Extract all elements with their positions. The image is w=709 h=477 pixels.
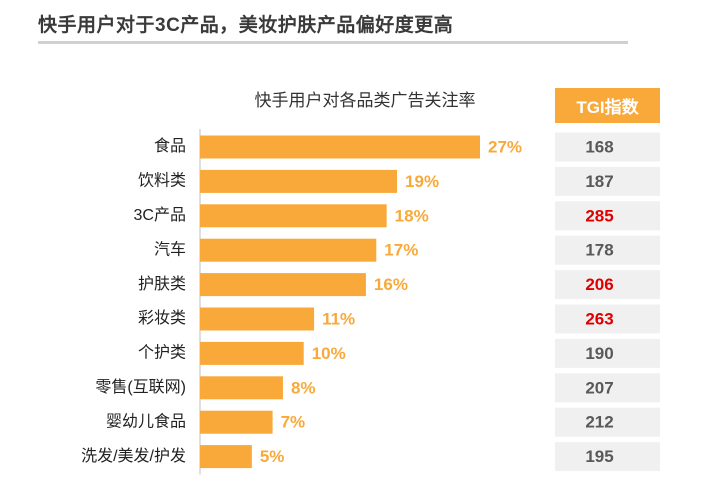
category-label: 彩妆类 [138,309,186,327]
page-headline: 快手用户对于3C产品，美妆护肤产品偏好度更高 [38,15,454,36]
headline-divider [38,41,628,44]
tgi-cell-background [555,235,660,265]
bar [200,273,366,297]
bar [200,238,377,262]
bar [200,376,283,400]
bar-value-label: 10% [312,344,346,363]
tgi-cell-background [555,373,660,403]
bar-value-label: 7% [281,413,306,432]
tgi-column-header: TGI指数 [555,88,660,123]
tgi-value: 285 [585,206,613,225]
bar-value-label: 17% [384,241,418,260]
bar-value-label: 18% [395,206,429,225]
tgi-value: 190 [585,344,613,363]
category-label: 护肤类 [138,275,186,293]
category-label: 零售(互联网) [95,378,186,396]
tgi-cell-background [555,442,660,472]
tgi-cell-background [555,338,660,368]
bar-value-label: 11% [322,309,355,328]
bar [200,169,398,193]
bar [200,307,315,331]
category-label: 3C产品 [134,206,186,224]
tgi-value: 168 [585,137,613,156]
tgi-value: 212 [585,413,613,432]
tgi-cell-background [555,201,660,231]
tgi-value: 206 [585,275,613,294]
chart-title: 快手用户对各品类广告关注率 [254,91,476,110]
bar [200,445,252,469]
tgi-cell-background [555,270,660,300]
tgi-value: 178 [585,241,613,260]
bar [200,341,304,365]
tgi-value: 207 [585,378,613,397]
category-label: 饮料类 [138,172,186,190]
tgi-value: 195 [585,447,613,466]
tgi-cell-background [555,304,660,334]
bar-value-label: 19% [405,172,439,191]
bar-value-label: 27% [488,137,522,156]
bar-value-label: 5% [260,447,285,466]
bar [200,135,480,159]
bar-series: 27% 19% 18% 17% 16% 11% 10% 8% 7% 5% [200,135,522,469]
bar [200,204,387,228]
category-label: 个护类 [138,344,186,362]
tgi-column: 168 187 285 178 206 263 190 207 212 195 [555,132,660,472]
bar-value-label: 8% [291,378,316,397]
tgi-value: 263 [585,309,613,328]
tgi-cell-background [555,166,660,196]
tgi-cell-background [555,407,660,437]
bar [200,410,273,434]
tgi-cell-background [555,132,660,162]
category-label: 食品 [154,137,186,155]
category-label: 洗发/美发/护发 [81,447,186,465]
tgi-value: 187 [585,172,613,191]
bar-value-label: 16% [374,275,408,294]
category-label: 婴幼儿食品 [106,412,186,430]
category-label: 汽车 [154,240,186,258]
